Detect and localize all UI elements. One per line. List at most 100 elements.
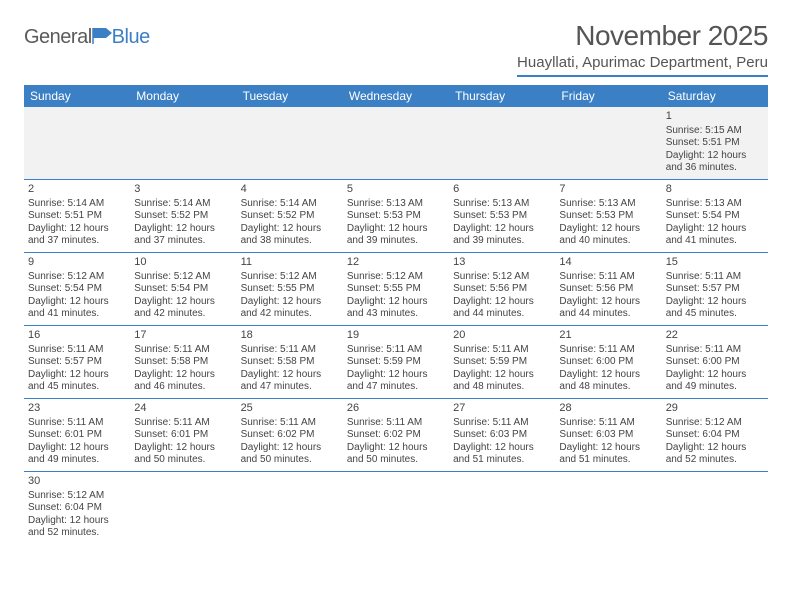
day-detail: Sunrise: 5:11 AM	[559, 271, 657, 284]
day-number: 12	[347, 256, 445, 270]
day-header-row: SundayMondayTuesdayWednesdayThursdayFrid…	[24, 85, 768, 107]
day-detail: Sunrise: 5:12 AM	[666, 417, 764, 430]
day-cell: 22Sunrise: 5:11 AMSunset: 6:00 PMDayligh…	[662, 326, 768, 398]
day-detail: Sunrise: 5:11 AM	[347, 417, 445, 430]
day-detail: Sunrise: 5:12 AM	[28, 490, 126, 503]
day-cell-empty	[237, 472, 343, 544]
day-detail: Sunrise: 5:11 AM	[241, 417, 339, 430]
day-detail: Daylight: 12 hours	[134, 223, 232, 236]
day-detail: Daylight: 12 hours	[453, 369, 551, 382]
day-cell: 14Sunrise: 5:11 AMSunset: 5:56 PMDayligh…	[555, 253, 661, 325]
day-number: 15	[666, 256, 764, 270]
week-row: 23Sunrise: 5:11 AMSunset: 6:01 PMDayligh…	[24, 399, 768, 472]
day-number: 13	[453, 256, 551, 270]
day-detail: Sunrise: 5:11 AM	[453, 344, 551, 357]
day-detail: Sunrise: 5:15 AM	[666, 125, 764, 138]
day-detail: and 48 minutes.	[453, 381, 551, 394]
day-number: 14	[559, 256, 657, 270]
day-number: 8	[666, 183, 764, 197]
day-detail: and 47 minutes.	[241, 381, 339, 394]
day-header-tuesday: Tuesday	[237, 85, 343, 107]
day-cell: 24Sunrise: 5:11 AMSunset: 6:01 PMDayligh…	[130, 399, 236, 471]
day-detail: Daylight: 12 hours	[241, 296, 339, 309]
day-detail: Daylight: 12 hours	[666, 223, 764, 236]
day-detail: and 43 minutes.	[347, 308, 445, 321]
day-number: 28	[559, 402, 657, 416]
day-cell-empty	[555, 107, 661, 179]
day-detail: and 52 minutes.	[666, 454, 764, 467]
day-header-wednesday: Wednesday	[343, 85, 449, 107]
weeks-container: 1Sunrise: 5:15 AMSunset: 5:51 PMDaylight…	[24, 107, 768, 544]
day-detail: Daylight: 12 hours	[241, 369, 339, 382]
day-detail: and 42 minutes.	[134, 308, 232, 321]
day-cell: 10Sunrise: 5:12 AMSunset: 5:54 PMDayligh…	[130, 253, 236, 325]
day-header-saturday: Saturday	[662, 85, 768, 107]
day-detail: Daylight: 12 hours	[666, 442, 764, 455]
flag-icon	[92, 26, 114, 49]
day-detail: Sunset: 5:57 PM	[666, 283, 764, 296]
day-cell: 3Sunrise: 5:14 AMSunset: 5:52 PMDaylight…	[130, 180, 236, 252]
day-detail: Sunrise: 5:12 AM	[453, 271, 551, 284]
day-detail: Sunset: 5:57 PM	[28, 356, 126, 369]
day-cell-empty	[662, 472, 768, 544]
day-detail: Sunset: 5:53 PM	[453, 210, 551, 223]
day-header-thursday: Thursday	[449, 85, 555, 107]
day-cell: 29Sunrise: 5:12 AMSunset: 6:04 PMDayligh…	[662, 399, 768, 471]
day-cell: 17Sunrise: 5:11 AMSunset: 5:58 PMDayligh…	[130, 326, 236, 398]
day-cell: 25Sunrise: 5:11 AMSunset: 6:02 PMDayligh…	[237, 399, 343, 471]
day-detail: Sunrise: 5:14 AM	[134, 198, 232, 211]
day-detail: Daylight: 12 hours	[347, 442, 445, 455]
day-number: 26	[347, 402, 445, 416]
day-detail: and 39 minutes.	[453, 235, 551, 248]
day-detail: Sunrise: 5:11 AM	[347, 344, 445, 357]
day-detail: and 49 minutes.	[666, 381, 764, 394]
day-cell: 2Sunrise: 5:14 AMSunset: 5:51 PMDaylight…	[24, 180, 130, 252]
day-cell: 19Sunrise: 5:11 AMSunset: 5:59 PMDayligh…	[343, 326, 449, 398]
day-cell-empty	[130, 107, 236, 179]
day-number: 16	[28, 329, 126, 343]
day-detail: Sunrise: 5:13 AM	[347, 198, 445, 211]
day-number: 23	[28, 402, 126, 416]
day-detail: Sunset: 5:59 PM	[453, 356, 551, 369]
day-detail: and 39 minutes.	[347, 235, 445, 248]
day-number: 30	[28, 475, 126, 489]
logo-text-general: General	[24, 26, 92, 49]
day-cell: 27Sunrise: 5:11 AMSunset: 6:03 PMDayligh…	[449, 399, 555, 471]
day-detail: Sunset: 5:54 PM	[666, 210, 764, 223]
day-detail: Sunrise: 5:11 AM	[559, 344, 657, 357]
day-detail: and 47 minutes.	[347, 381, 445, 394]
day-detail: Daylight: 12 hours	[28, 369, 126, 382]
logo-text-blue: Blue	[112, 26, 150, 49]
day-number: 1	[666, 110, 764, 124]
day-number: 24	[134, 402, 232, 416]
day-number: 2	[28, 183, 126, 197]
day-detail: Sunrise: 5:13 AM	[666, 198, 764, 211]
day-number: 21	[559, 329, 657, 343]
day-detail: Sunset: 5:56 PM	[453, 283, 551, 296]
day-number: 29	[666, 402, 764, 416]
day-detail: Sunset: 5:54 PM	[28, 283, 126, 296]
day-header-friday: Friday	[555, 85, 661, 107]
day-detail: Daylight: 12 hours	[666, 150, 764, 163]
day-detail: Sunrise: 5:11 AM	[559, 417, 657, 430]
day-detail: Daylight: 12 hours	[134, 369, 232, 382]
day-cell-empty	[130, 472, 236, 544]
day-detail: Sunrise: 5:11 AM	[28, 417, 126, 430]
day-detail: and 36 minutes.	[666, 162, 764, 175]
week-row: 16Sunrise: 5:11 AMSunset: 5:57 PMDayligh…	[24, 326, 768, 399]
day-detail: and 48 minutes.	[559, 381, 657, 394]
day-detail: Sunrise: 5:11 AM	[134, 417, 232, 430]
day-detail: and 46 minutes.	[134, 381, 232, 394]
day-cell-empty	[237, 107, 343, 179]
day-detail: Sunrise: 5:13 AM	[559, 198, 657, 211]
day-cell: 21Sunrise: 5:11 AMSunset: 6:00 PMDayligh…	[555, 326, 661, 398]
day-cell: 26Sunrise: 5:11 AMSunset: 6:02 PMDayligh…	[343, 399, 449, 471]
day-number: 19	[347, 329, 445, 343]
day-cell-empty	[343, 107, 449, 179]
day-detail: and 45 minutes.	[28, 381, 126, 394]
day-cell: 6Sunrise: 5:13 AMSunset: 5:53 PMDaylight…	[449, 180, 555, 252]
day-detail: Sunrise: 5:11 AM	[134, 344, 232, 357]
day-detail: Sunset: 5:53 PM	[559, 210, 657, 223]
day-number: 4	[241, 183, 339, 197]
day-detail: and 37 minutes.	[28, 235, 126, 248]
